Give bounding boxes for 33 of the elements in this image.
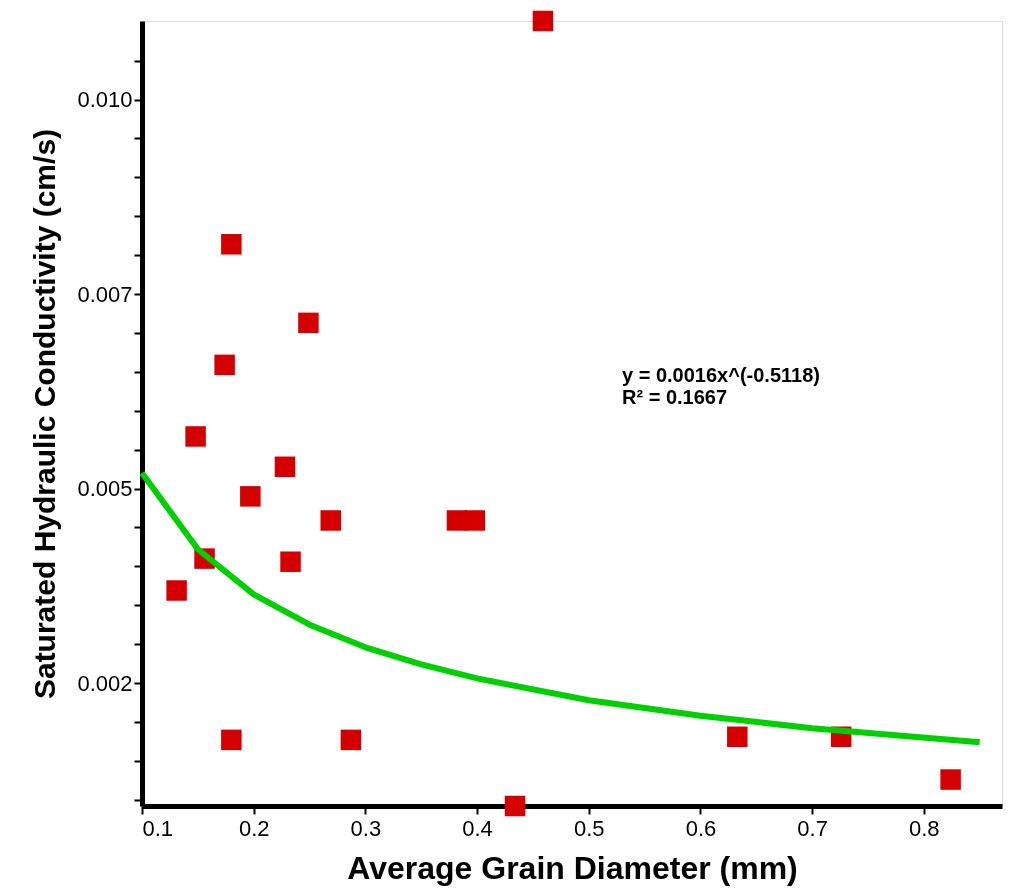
point	[298, 312, 319, 334]
point	[532, 10, 554, 32]
point	[274, 456, 296, 478]
point	[446, 510, 468, 531]
point	[166, 580, 187, 601]
point	[221, 729, 242, 751]
point	[280, 551, 301, 572]
y-tick-label: 0.002	[77, 670, 133, 696]
x-tick-label: 0.1	[142, 815, 174, 841]
point	[240, 486, 261, 507]
x-tick-label: 0.4	[462, 815, 493, 841]
point	[464, 510, 486, 531]
point	[320, 510, 341, 531]
x-tick-label: 0.7	[797, 815, 828, 841]
y-tick-label: 0.010	[77, 87, 133, 113]
point	[214, 354, 235, 376]
x-tick-label: 0.8	[909, 815, 940, 841]
annotation: R² = 0.1667	[622, 386, 728, 408]
x-axis-title: Average Grain Diameter (mm)	[347, 849, 798, 886]
point	[727, 726, 748, 748]
x-tick-label: 0.5	[573, 815, 605, 841]
point	[185, 426, 206, 447]
y-tick-label: 0.007	[77, 281, 133, 307]
point	[504, 795, 526, 817]
x-tick-label: 0.2	[238, 815, 270, 841]
annotation: y = 0.0016x^(-0.5118)	[622, 364, 820, 386]
y-axis-title: Saturated Hydraulic Conductivity (cm/s)	[28, 128, 62, 700]
y-tick-label: 0.005	[77, 476, 133, 502]
point	[940, 769, 961, 790]
x-tick-label: 0.6	[685, 815, 717, 841]
x-tick-label: 0.3	[350, 815, 382, 841]
point	[340, 729, 362, 751]
point	[221, 234, 242, 255]
